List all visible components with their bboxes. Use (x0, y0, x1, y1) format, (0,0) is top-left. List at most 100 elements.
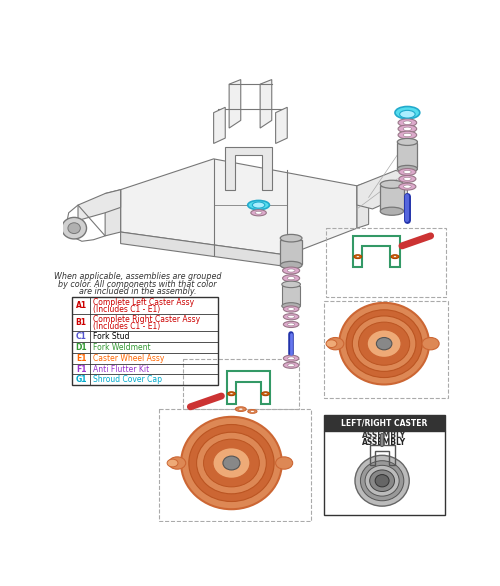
Ellipse shape (282, 281, 300, 288)
Ellipse shape (365, 465, 399, 496)
Bar (324, 415, 444, 431)
Text: F1: F1 (76, 364, 86, 374)
Ellipse shape (238, 408, 243, 410)
Ellipse shape (213, 448, 250, 478)
Ellipse shape (68, 223, 80, 234)
Ellipse shape (264, 393, 268, 394)
Ellipse shape (339, 303, 429, 384)
Text: When applicable, assemblies are grouped: When applicable, assemblies are grouped (54, 272, 222, 281)
Ellipse shape (288, 308, 294, 311)
Ellipse shape (248, 410, 257, 413)
Ellipse shape (403, 127, 411, 131)
Ellipse shape (422, 338, 439, 350)
Text: D1: D1 (76, 343, 87, 352)
Text: E1: E1 (76, 354, 86, 363)
Ellipse shape (204, 439, 260, 487)
Polygon shape (225, 147, 272, 190)
Text: A1: A1 (76, 301, 86, 311)
Ellipse shape (62, 217, 86, 239)
Ellipse shape (380, 180, 404, 188)
Text: Fork Weldment: Fork Weldment (92, 343, 150, 352)
Ellipse shape (327, 338, 344, 350)
Text: Complete Left Caster Assy: Complete Left Caster Assy (92, 298, 194, 306)
Polygon shape (357, 171, 408, 209)
Ellipse shape (288, 357, 294, 360)
Polygon shape (280, 240, 302, 264)
Text: (Includes C1 - E1): (Includes C1 - E1) (92, 322, 160, 331)
Ellipse shape (276, 457, 292, 469)
Ellipse shape (236, 407, 246, 411)
Polygon shape (276, 107, 287, 144)
Ellipse shape (189, 424, 274, 502)
Text: are included in the assembly.: are included in the assembly. (79, 288, 196, 297)
Ellipse shape (398, 119, 416, 127)
Ellipse shape (288, 323, 294, 326)
Ellipse shape (196, 432, 266, 494)
Ellipse shape (167, 459, 178, 467)
Ellipse shape (356, 256, 360, 257)
Ellipse shape (251, 210, 266, 216)
Text: (Includes C1 - E1): (Includes C1 - E1) (92, 305, 160, 314)
Ellipse shape (376, 338, 392, 350)
Polygon shape (229, 80, 241, 128)
Ellipse shape (282, 267, 300, 274)
Text: Anti Flutter Kit: Anti Flutter Kit (92, 364, 149, 374)
Ellipse shape (282, 303, 300, 309)
Text: ASSEMBLY: ASSEMBLY (362, 438, 406, 447)
Polygon shape (214, 107, 225, 144)
Ellipse shape (399, 169, 416, 175)
Bar (324, 431, 444, 515)
Ellipse shape (284, 321, 299, 328)
Ellipse shape (391, 255, 399, 258)
Ellipse shape (358, 322, 410, 365)
Ellipse shape (399, 183, 416, 190)
Ellipse shape (404, 185, 411, 188)
Ellipse shape (404, 171, 411, 173)
Text: ASSEMBLY: ASSEMBLY (362, 431, 406, 440)
Ellipse shape (367, 330, 401, 357)
Text: Complete Right Caster Assy: Complete Right Caster Assy (92, 315, 200, 323)
Ellipse shape (168, 457, 186, 469)
Polygon shape (78, 190, 120, 220)
Ellipse shape (262, 392, 270, 396)
Ellipse shape (284, 355, 299, 362)
Ellipse shape (326, 340, 337, 347)
Ellipse shape (280, 261, 302, 269)
Text: Fork Stud: Fork Stud (92, 332, 129, 341)
Ellipse shape (346, 310, 422, 377)
Ellipse shape (284, 314, 299, 320)
Ellipse shape (403, 133, 411, 137)
Polygon shape (120, 159, 357, 255)
Ellipse shape (288, 277, 295, 280)
Ellipse shape (280, 234, 302, 242)
Polygon shape (120, 232, 287, 267)
Bar (72, 298, 219, 385)
Ellipse shape (255, 212, 262, 214)
Ellipse shape (375, 475, 389, 487)
Ellipse shape (288, 269, 295, 272)
Ellipse shape (380, 207, 404, 215)
Polygon shape (260, 80, 272, 128)
Ellipse shape (288, 364, 294, 367)
Ellipse shape (398, 165, 417, 172)
Ellipse shape (250, 411, 254, 413)
Ellipse shape (352, 316, 416, 372)
Ellipse shape (284, 362, 299, 369)
Ellipse shape (400, 110, 415, 118)
Ellipse shape (282, 275, 300, 282)
Ellipse shape (355, 455, 409, 506)
Ellipse shape (284, 306, 299, 312)
Ellipse shape (398, 131, 416, 139)
Ellipse shape (228, 392, 235, 396)
Polygon shape (105, 190, 120, 236)
Ellipse shape (360, 461, 404, 501)
Text: by color. All components with that color: by color. All components with that color (58, 280, 217, 289)
Ellipse shape (398, 125, 416, 132)
Text: Shroud Cover Cap: Shroud Cover Cap (92, 376, 162, 384)
Ellipse shape (393, 256, 396, 257)
Ellipse shape (399, 175, 416, 182)
Ellipse shape (370, 470, 394, 492)
Ellipse shape (181, 417, 282, 509)
Ellipse shape (223, 456, 240, 470)
Polygon shape (380, 186, 404, 210)
